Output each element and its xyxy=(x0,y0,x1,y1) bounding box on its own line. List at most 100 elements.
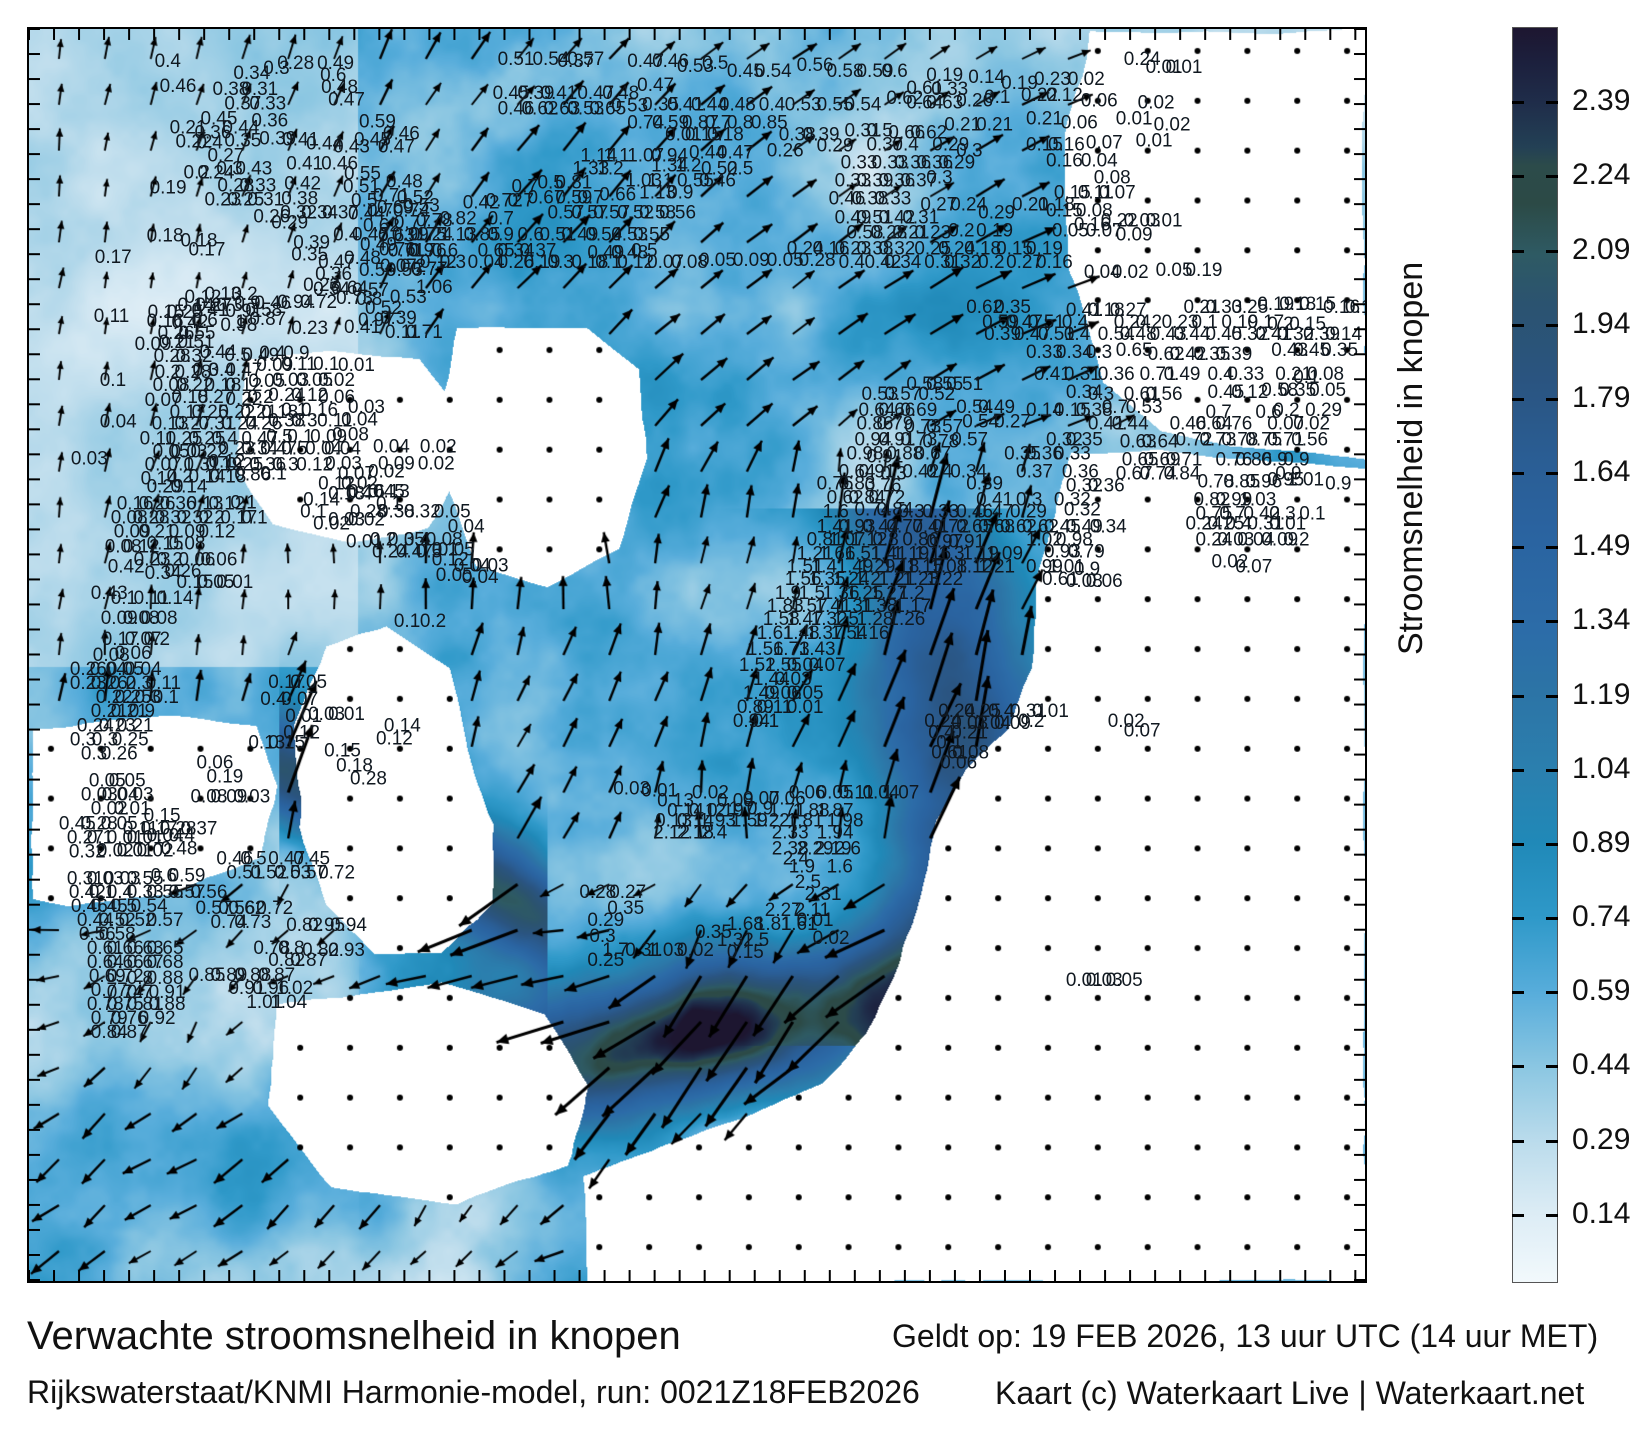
speed-value-label: 1.14 xyxy=(580,146,617,167)
speed-value-label: 0.1 xyxy=(1192,312,1218,333)
speed-value-label: 0.77 xyxy=(411,259,448,280)
speed-value-label: 0.07 xyxy=(281,689,318,710)
speed-value-label: 2.4 xyxy=(701,822,727,843)
speed-value-label: 0.47 xyxy=(225,360,262,381)
speed-value-label: 0.67 xyxy=(1116,464,1153,485)
speed-value-label: 0.57 xyxy=(290,862,327,883)
speed-value-label: 0.87 xyxy=(258,965,295,986)
speed-value-label: 1.1 xyxy=(647,170,673,191)
speed-value-label: 0.87 xyxy=(682,113,719,134)
speed-value-label: 0.04 xyxy=(147,825,184,846)
speed-value-label: 0.44 xyxy=(348,203,385,224)
speed-value-label: 0.78 xyxy=(253,938,290,959)
speed-value-label: 0.61 xyxy=(1124,384,1161,405)
speed-value-label: 0.44 xyxy=(77,910,114,931)
speed-value-label: 1.41 xyxy=(815,596,852,617)
speed-value-label: 1.16 xyxy=(853,623,890,644)
speed-value-label: 0.48 xyxy=(161,838,198,859)
speed-value-label: 0.22 xyxy=(191,442,228,463)
speed-value-label: 0.91 xyxy=(228,978,265,999)
speed-value-label: 1.02 xyxy=(1026,529,1063,550)
speed-value-label: 0.52 xyxy=(701,159,738,180)
speed-value-label: 0.76 xyxy=(379,239,416,260)
speed-value-label: 0.36 xyxy=(916,153,953,174)
speed-value-label: 0.05 xyxy=(1052,220,1089,241)
speed-value-label: 0.36 xyxy=(160,493,197,514)
speed-value-label: 0.14 xyxy=(178,295,215,316)
speed-value-label: 0.23 xyxy=(914,222,951,243)
speed-value-label: 0.51 xyxy=(857,207,894,228)
speed-value-label: 0.72 xyxy=(318,862,355,883)
speed-value-label: 0.13 xyxy=(152,414,189,435)
speed-value-label: 0.82 xyxy=(302,940,339,961)
speed-value-label: 0.05 xyxy=(197,572,234,593)
speed-value-label: 0.04 xyxy=(1084,262,1121,283)
colorbar-gradient xyxy=(1512,27,1558,1283)
speed-value-label: 2.29 xyxy=(797,838,834,859)
speed-value-label: 1.03 xyxy=(647,940,684,961)
speed-value-label: 0.35 xyxy=(1279,380,1316,401)
speed-value-label: 0.22 xyxy=(96,687,133,708)
speed-value-label: 0.04 xyxy=(468,252,505,273)
speed-value-label: 0.4 xyxy=(759,95,785,116)
speed-value-label: 1.19 xyxy=(962,543,999,564)
speed-value-label: 1.52 xyxy=(739,655,776,676)
speed-value-label: 2.19 xyxy=(815,838,852,859)
speed-value-label: 0.12 xyxy=(1046,85,1083,106)
speed-value-label: 0.64 xyxy=(331,278,368,299)
speed-value-label: 0.03 xyxy=(613,779,650,800)
speed-value-label: 0.55 xyxy=(127,868,164,889)
speed-value-label: 0.28 xyxy=(277,53,314,74)
speed-value-label: 0.15 xyxy=(147,533,184,554)
speed-value-label: 0.04 xyxy=(373,437,410,458)
speed-value-label: 0.15 xyxy=(1054,182,1091,203)
speed-value-label: 0.42 xyxy=(172,312,209,333)
speed-value-label: 0.25 xyxy=(1231,297,1268,318)
colorbar-axis-label: Stroomsnelheid in knopen xyxy=(1392,261,1430,655)
speed-value-label: 0.77 xyxy=(91,980,128,1001)
speed-value-label: 0.95 xyxy=(1267,470,1304,491)
speed-value-label: 0.05 xyxy=(89,771,126,792)
speed-value-label: 0.49 xyxy=(978,397,1015,418)
speed-value-label: 0.46 xyxy=(321,154,358,175)
speed-value-label: 0.33 xyxy=(1205,297,1242,318)
speed-value-label: 0.08 xyxy=(952,743,989,764)
speed-value-label: 1.08 xyxy=(930,556,967,577)
map-credit-label: Kaart (c) Waterkaart Live | Waterkaart.n… xyxy=(995,1375,1585,1411)
speed-value-label: 0.29 xyxy=(1010,501,1047,522)
speed-value-label: 0.27 xyxy=(197,387,234,408)
speed-value-label: 0.34 xyxy=(1056,342,1093,363)
speed-value-label: 0.52 xyxy=(119,910,156,931)
speed-value-label: 0.04 xyxy=(100,412,137,433)
speed-value-label: 0.24 xyxy=(1114,312,1151,333)
speed-value-label: 0.24 xyxy=(1186,513,1223,534)
speed-value-label: 0.9 xyxy=(408,240,434,261)
speed-value-label: 0.6 xyxy=(320,65,346,86)
speed-value-label: 0.44 xyxy=(1174,324,1211,345)
speed-value-label: 0.04 xyxy=(448,516,485,537)
speed-value-label: 2.5 xyxy=(795,872,821,893)
speed-value-label: 0.37 xyxy=(866,135,903,156)
speed-value-label: 0.56 xyxy=(79,924,116,945)
speed-value-label: 0.39 xyxy=(803,125,840,146)
speed-value-label: 0.79 xyxy=(876,414,913,435)
speed-value-label: 1.94 xyxy=(817,822,854,843)
speed-value-label: 1.51 xyxy=(845,543,882,564)
speed-value-label: 0.73 xyxy=(234,912,271,933)
speed-value-label: 0.32 xyxy=(1066,476,1103,497)
speed-value-label: 0.24 xyxy=(197,163,234,184)
speed-value-label: 0.71 xyxy=(1267,430,1304,451)
speed-value-label: 0.01 xyxy=(346,531,383,552)
speed-value-label: 0.17 xyxy=(220,507,257,528)
speed-value-label: 0.22 xyxy=(1101,210,1138,231)
speed-value-label: 0.45 xyxy=(1293,340,1330,361)
speed-value-label: 0.37 xyxy=(322,202,359,223)
speed-value-label: 0.28 xyxy=(133,507,170,528)
speed-value-label: 0.12 xyxy=(420,252,457,273)
speed-value-label: 1.2 xyxy=(898,583,924,604)
speed-value-label: 0.07 xyxy=(647,252,684,273)
speed-value-label: 0.14 xyxy=(1026,400,1063,421)
speed-value-label: 0.45 xyxy=(293,848,330,869)
speed-value-label: 0.15 xyxy=(1026,135,1063,156)
speed-value-label: 0.01 xyxy=(641,781,678,802)
